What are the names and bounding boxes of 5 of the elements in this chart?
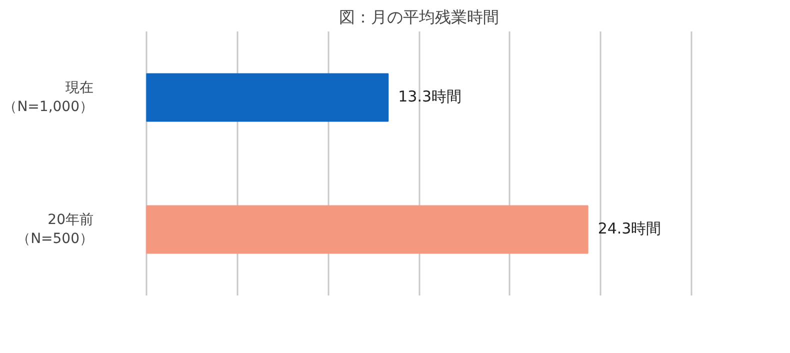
data-label: 24.3時間 (598, 220, 662, 238)
data-label: 13.3時間 (398, 88, 462, 106)
chart-title: 図：月の平均残業時間 (339, 8, 499, 26)
y-tick-label: 20年前（N=500） (16, 212, 94, 248)
y-tick-label: 現在（N=1,000） (3, 80, 94, 116)
